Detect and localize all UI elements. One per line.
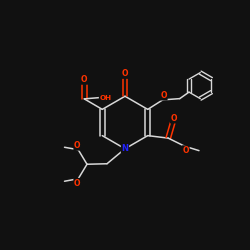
Text: O: O	[182, 146, 189, 155]
Text: O: O	[122, 69, 128, 78]
Text: OH: OH	[100, 94, 112, 100]
Text: O: O	[74, 141, 80, 150]
Text: O: O	[170, 114, 177, 123]
Text: O: O	[74, 178, 80, 188]
Text: O: O	[81, 75, 87, 84]
Text: O: O	[160, 91, 167, 100]
Text: N: N	[122, 144, 128, 153]
